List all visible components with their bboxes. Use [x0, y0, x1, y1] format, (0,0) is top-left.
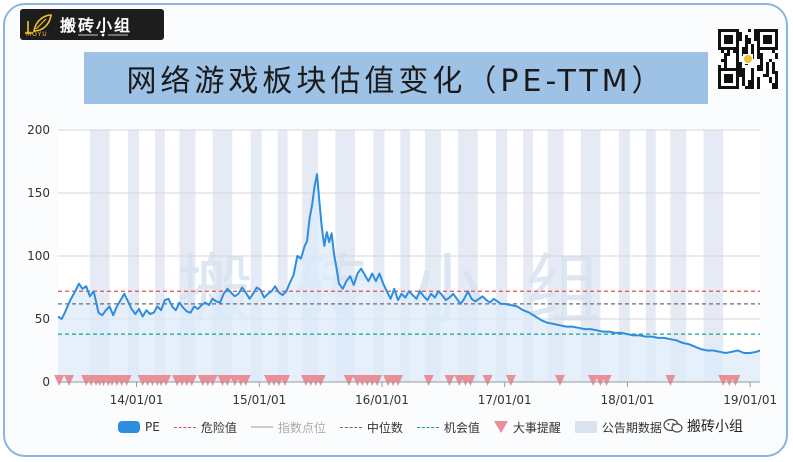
x-tick-label: 18/01/01 [601, 393, 655, 407]
legend-label: PE [145, 420, 160, 434]
event-marker [665, 375, 676, 386]
event-marker [465, 375, 476, 386]
footer-tag-text: 搬砖小组 [687, 419, 743, 435]
legend-label: 大事提醒 [512, 420, 561, 435]
x-tick-label: 17/01/01 [478, 393, 532, 407]
chart-legend: PE 危险值 指数点位 中位数 机会值 大事提醒 公告期数据 [118, 417, 662, 437]
event-marker [554, 375, 565, 386]
legend-swatch-index [250, 426, 273, 428]
y-tick-label: 200 [27, 123, 50, 137]
event-marker [280, 375, 291, 386]
event-marker [505, 375, 516, 386]
event-marker [315, 375, 326, 386]
legend-label: 机会值 [443, 420, 480, 435]
y-tick-label: 50 [35, 312, 50, 326]
event-marker [482, 375, 493, 386]
legend-swatch-danger [173, 426, 196, 428]
legend-item-index[interactable]: 指数点位 [250, 419, 326, 436]
qr-code-icon [718, 29, 778, 89]
pe-line [57, 173, 761, 354]
x-tick-label: 19/01/01 [723, 393, 777, 407]
legend-item-event[interactable]: 大事提醒 [493, 419, 561, 436]
legend-item-band[interactable]: 公告期数据 [574, 419, 662, 436]
brand-name: 搬砖小组 [60, 16, 133, 35]
event-marker [444, 375, 455, 386]
x-tick-label: 14/01/01 [110, 393, 164, 407]
title-banner: 网络游戏板块估值变化（PE-TTM） [84, 52, 708, 104]
y-tick-label: 100 [27, 249, 50, 263]
event-marker [54, 375, 65, 386]
chart-title: 网络游戏板块估值变化（PE-TTM） [126, 64, 666, 99]
y-tick-label: 150 [27, 186, 50, 200]
legend-label: 中位数 [366, 420, 403, 435]
wechat-icon [663, 418, 683, 433]
legend-item-danger[interactable]: 危险值 [173, 419, 237, 436]
legend-swatch-opportunity [416, 426, 439, 428]
legend-swatch-median [339, 426, 362, 428]
x-tick-label: 15/01/01 [232, 393, 286, 407]
event-marker [343, 375, 354, 386]
legend-item-opportunity[interactable]: 机会值 [416, 419, 480, 436]
leaf-logo-icon [25, 14, 52, 34]
legend-item-pe[interactable]: PE [118, 420, 160, 434]
legend-swatch-band [574, 421, 597, 433]
event-marker [222, 375, 233, 386]
legend-label: 公告期数据 [601, 420, 662, 435]
event-marker [423, 375, 434, 386]
event-marker [64, 375, 75, 386]
legend-swatch-pe [118, 421, 140, 433]
brand-underline-icon [78, 33, 128, 37]
legend-swatch-event [493, 421, 508, 433]
event-marker [207, 375, 218, 386]
legend-label: 指数点位 [277, 420, 326, 435]
legend-item-median[interactable]: 中位数 [339, 419, 403, 436]
event-marker [186, 375, 197, 386]
brand-badge: MOYU 搬砖小组 [20, 9, 164, 40]
event-marker [588, 375, 599, 386]
brand-sub: MOYU [26, 31, 48, 38]
footer-tag: 搬砖小组 [663, 416, 743, 436]
event-marker [372, 375, 383, 386]
event-marker [240, 375, 251, 386]
x-tick-label: 16/01/01 [355, 393, 409, 407]
y-tick-label: 0 [42, 375, 50, 389]
legend-label: 危险值 [200, 420, 237, 435]
event-marker [601, 375, 612, 386]
event-marker [121, 375, 132, 386]
event-marker [161, 375, 171, 386]
event-marker [392, 375, 403, 386]
event-marker [730, 375, 741, 386]
